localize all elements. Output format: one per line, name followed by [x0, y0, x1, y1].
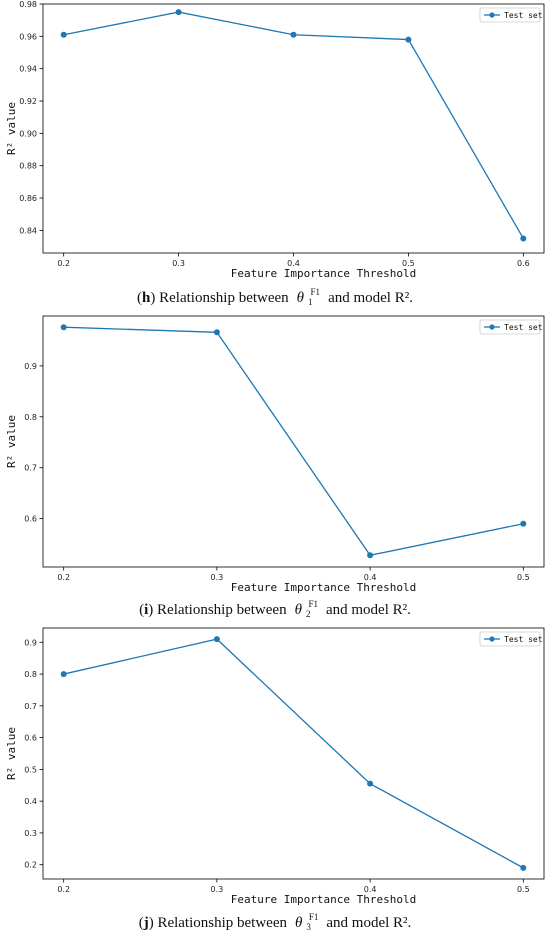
chart-j: 0.2 0.3 0.4 0.5 0.2 0.3 0.4 0.5 0.6 0.7 0.8 0.9 Feat…: [5, 627, 545, 906]
y-tick-label: 0.9: [24, 362, 37, 371]
y-tick-label: 0.8: [24, 670, 37, 679]
x-tick-label: 0.2: [57, 259, 70, 268]
data-point: [60, 671, 67, 678]
y-tick-label: 0.6: [24, 734, 37, 743]
y-tick-label: 0.6: [24, 515, 37, 524]
y-tick-label: 0.88: [19, 162, 37, 171]
chart-h: 0.2 0.3 0.4 0.5 0.6 0.84 0.86 0.88 0.90 0.92 0.94 0…: [5, 0, 545, 280]
plot-frame: [42, 315, 545, 568]
y-tick-label: 0.8: [24, 413, 37, 422]
y-tick-label: 0.92: [19, 97, 37, 106]
caption-j-text: ) Relationship between: [148, 915, 287, 931]
x-axis-label: Feature Importance Threshold: [231, 267, 416, 280]
caption-j-letter: j: [143, 915, 149, 931]
caption-h-text: ) Relationship between: [150, 290, 289, 306]
legend-marker: [489, 324, 495, 330]
data-point: [367, 552, 374, 559]
caption-j-theta: θ: [295, 915, 303, 931]
caption-j-tail: and model R².: [326, 915, 412, 931]
caption-i-tail: and model R².: [325, 602, 411, 618]
data-point: [60, 31, 67, 38]
x-tick-label: 0.6: [517, 259, 530, 268]
x-tick-label: 0.5: [517, 573, 530, 582]
data-point: [367, 780, 374, 787]
chart-panel-i: 0.2 0.3 0.4 0.5 0.6 0.7 0.8 0.9 Feature Importan…: [0, 310, 550, 598]
data-point: [60, 324, 67, 331]
series-line: [63, 11, 524, 239]
y-axis-label: R² value: [5, 415, 18, 468]
caption-h-open: (: [137, 290, 143, 306]
plot-frame: [42, 3, 545, 254]
legend-box: [479, 319, 541, 335]
plot-frame: [42, 627, 545, 880]
legend-label: Test set: [504, 11, 543, 20]
x-tick-label: 0.3: [211, 573, 224, 582]
x-tick-label: 0.5: [402, 259, 415, 268]
x-tick-label: 0.5: [517, 885, 530, 894]
caption-h: (h) Relationship between θ 1F1 and model R²…: [0, 287, 550, 307]
y-tick-label: 0.4: [24, 797, 37, 806]
caption-j-sub: 3: [306, 922, 311, 932]
y-tick-label: 0.94: [19, 65, 37, 74]
x-tick-label: 0.4: [364, 885, 377, 894]
caption-j: (j) Relationship between θ 3F1 and model R²…: [0, 912, 550, 932]
caption-h-letter: h: [142, 290, 151, 306]
caption-h-theta: θ: [296, 290, 305, 306]
data-point: [290, 31, 297, 38]
y-tick-label: 0.86: [19, 194, 37, 203]
caption-h-sup: F1: [310, 287, 321, 297]
x-tick-label: 0.3: [172, 259, 185, 268]
y-tick-label: 0.98: [19, 0, 37, 9]
legend-marker: [489, 636, 495, 642]
legend-box: [479, 7, 541, 23]
data-point: [520, 520, 527, 527]
caption-i-sub: 2: [305, 609, 311, 619]
x-tick-label: 0.4: [287, 259, 300, 268]
caption-j-open: (: [138, 915, 144, 931]
y-tick-label: 0.9: [24, 638, 37, 647]
caption-i-text: ) Relationship between: [148, 602, 287, 618]
y-axis-label: R² value: [5, 102, 18, 155]
y-axis-label: R² value: [5, 727, 18, 780]
chart-i: 0.2 0.3 0.4 0.5 0.6 0.7 0.8 0.9 Feature Importan…: [5, 315, 545, 594]
caption-h-tail: and model R².: [328, 290, 413, 306]
data-point: [520, 235, 527, 242]
data-point: [213, 636, 220, 643]
y-tick-label: 0.3: [24, 829, 37, 838]
y-tick-label: 0.7: [24, 464, 37, 473]
x-axis-label: Feature Importance Threshold: [231, 893, 416, 906]
y-tick-label: 0.7: [24, 702, 37, 711]
x-tick-label: 0.3: [211, 885, 224, 894]
data-point: [213, 329, 220, 336]
series-line: [63, 638, 524, 869]
legend-label: Test set: [504, 323, 543, 332]
caption-i-open: (: [139, 602, 145, 618]
legend-box: [479, 631, 541, 647]
y-tick-label: 0.90: [19, 129, 37, 138]
x-tick-label: 0.4: [364, 573, 377, 582]
x-tick-label: 0.2: [57, 885, 70, 894]
caption-i-sup: F1: [308, 599, 318, 609]
caption-i-theta: θ: [294, 602, 302, 618]
x-tick-label: 0.2: [57, 573, 70, 582]
y-tick-label: 0.84: [19, 226, 37, 235]
legend-label: Test set: [504, 635, 543, 644]
data-point: [405, 36, 412, 43]
y-tick-label: 0.2: [24, 861, 37, 870]
legend-marker: [489, 12, 495, 18]
data-point: [520, 864, 527, 871]
caption-i-letter: i: [144, 602, 149, 618]
x-axis-label: Feature Importance Threshold: [231, 581, 416, 594]
series-line: [63, 326, 524, 557]
y-tick-label: 0.96: [19, 32, 37, 41]
caption-i: (i) Relationship between θ 2F1 and model R²…: [0, 599, 550, 619]
data-point: [175, 9, 182, 16]
chart-panel-h: 0.2 0.3 0.4 0.5 0.6 0.84 0.86 0.88 0.90 0.92 0.94 0…: [0, 0, 550, 280]
caption-j-sup: F1: [308, 912, 319, 922]
chart-panel-j: 0.2 0.3 0.4 0.5 0.2 0.3 0.4 0.5 0.6 0.7 0.8 0.9 Feat…: [0, 622, 550, 907]
caption-h-sub: 1: [308, 297, 313, 307]
y-tick-label: 0.5: [24, 765, 37, 774]
